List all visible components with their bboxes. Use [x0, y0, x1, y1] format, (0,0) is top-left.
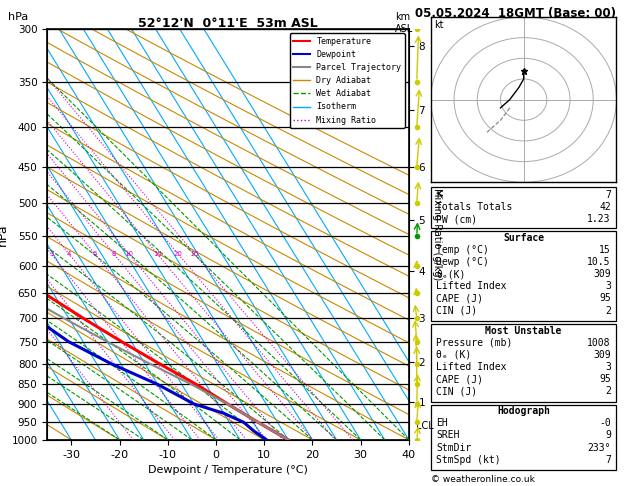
Y-axis label: hPa: hPa: [0, 223, 9, 246]
Text: CIN (J): CIN (J): [437, 386, 477, 396]
Text: Hodograph: Hodograph: [497, 406, 550, 416]
Text: 3: 3: [49, 251, 53, 257]
Text: hPa: hPa: [8, 12, 28, 22]
Text: 2: 2: [605, 386, 611, 396]
Text: 2: 2: [605, 306, 611, 315]
Text: LCL: LCL: [416, 421, 434, 431]
Text: EH: EH: [437, 418, 448, 428]
X-axis label: Dewpoint / Temperature (°C): Dewpoint / Temperature (°C): [148, 465, 308, 475]
Text: K: K: [437, 190, 442, 200]
Text: kt: kt: [435, 20, 444, 30]
Text: 52°12'N  0°11'E  53m ASL: 52°12'N 0°11'E 53m ASL: [138, 17, 318, 30]
Text: 15: 15: [599, 245, 611, 255]
Text: 6: 6: [92, 251, 97, 257]
Text: Most Unstable: Most Unstable: [486, 326, 562, 335]
Text: 9: 9: [605, 431, 611, 440]
Text: 309: 309: [593, 269, 611, 279]
Text: 7: 7: [605, 190, 611, 200]
Text: 05.05.2024  18GMT (Base: 00): 05.05.2024 18GMT (Base: 00): [415, 7, 616, 20]
Bar: [431, 187, 616, 228]
Text: -0: -0: [599, 418, 611, 428]
Text: 1008: 1008: [587, 338, 611, 347]
Text: Dewp (°C): Dewp (°C): [437, 257, 489, 267]
Text: 309: 309: [593, 350, 611, 360]
Text: 8: 8: [112, 251, 116, 257]
Text: PW (cm): PW (cm): [437, 214, 477, 225]
Text: SREH: SREH: [437, 431, 460, 440]
Text: 3: 3: [605, 362, 611, 372]
Legend: Temperature, Dewpoint, Parcel Trajectory, Dry Adiabat, Wet Adiabat, Isotherm, Mi: Temperature, Dewpoint, Parcel Trajectory…: [290, 34, 404, 128]
Y-axis label: Mixing Ratio (g/kg): Mixing Ratio (g/kg): [432, 189, 442, 280]
Bar: [431, 231, 616, 321]
Text: Lifted Index: Lifted Index: [437, 362, 507, 372]
Text: 95: 95: [599, 374, 611, 384]
Text: 7: 7: [605, 455, 611, 465]
Text: θₑ (K): θₑ (K): [437, 350, 472, 360]
Text: 3: 3: [605, 281, 611, 291]
Text: 233°: 233°: [587, 443, 611, 452]
Text: 25: 25: [190, 251, 199, 257]
Text: 20: 20: [174, 251, 182, 257]
Text: 10: 10: [125, 251, 133, 257]
Text: CIN (J): CIN (J): [437, 306, 477, 315]
Text: Totals Totals: Totals Totals: [437, 202, 513, 212]
Text: km
ASL: km ASL: [395, 12, 413, 34]
Text: 1.23: 1.23: [587, 214, 611, 225]
Text: Surface: Surface: [503, 233, 544, 243]
Bar: [431, 324, 616, 402]
Text: StmSpd (kt): StmSpd (kt): [437, 455, 501, 465]
Text: CAPE (J): CAPE (J): [437, 294, 484, 303]
Text: StmDir: StmDir: [437, 443, 472, 452]
Text: 42: 42: [599, 202, 611, 212]
Text: Lifted Index: Lifted Index: [437, 281, 507, 291]
Text: 10.5: 10.5: [587, 257, 611, 267]
Text: Pressure (mb): Pressure (mb): [437, 338, 513, 347]
Text: CAPE (J): CAPE (J): [437, 374, 484, 384]
Text: Temp (°C): Temp (°C): [437, 245, 489, 255]
Text: θₑ(K): θₑ(K): [437, 269, 466, 279]
Bar: [431, 405, 616, 470]
Text: 95: 95: [599, 294, 611, 303]
Text: 4: 4: [67, 251, 71, 257]
Text: © weatheronline.co.uk: © weatheronline.co.uk: [431, 474, 535, 484]
Text: 15: 15: [153, 251, 162, 257]
